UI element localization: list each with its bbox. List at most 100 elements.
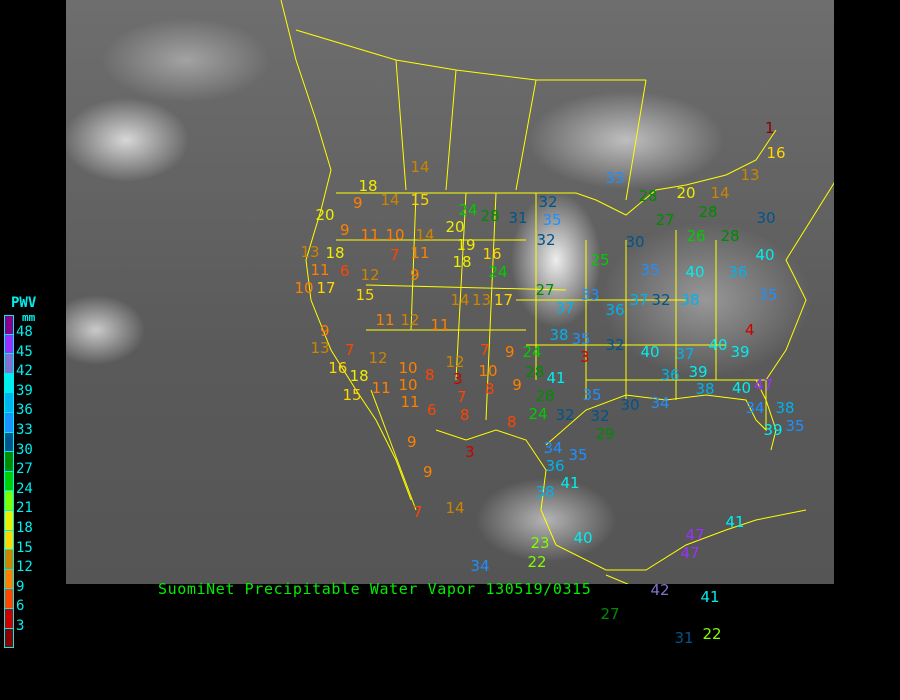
station-pwv-value: 7 [457, 388, 467, 407]
scale-label: 9 [16, 578, 25, 595]
station-pwv-value: 47 [685, 525, 705, 544]
station-pwv-value: 4 [745, 320, 755, 339]
station-pwv-value: 41 [560, 474, 580, 493]
scale-label: 42 [16, 363, 33, 380]
station-pwv-value: 31 [674, 628, 694, 647]
station-pwv-value: 20 [676, 183, 696, 202]
us-gulf-coast [545, 182, 834, 446]
station-pwv-value: 40 [573, 528, 593, 547]
station-pwv-value: 32 [536, 230, 556, 249]
station-pwv-value: 8 [425, 365, 435, 384]
station-pwv-value: 18 [358, 176, 378, 195]
station-pwv-value: 28 [480, 206, 500, 225]
station-pwv-value: 33 [605, 168, 625, 187]
canada-us-border [336, 129, 777, 216]
station-pwv-value: 41 [700, 587, 720, 606]
station-pwv-value: 9 [505, 342, 515, 361]
central-america [605, 574, 629, 584]
station-pwv-value: 36 [660, 365, 680, 384]
station-pwv-value: 6 [340, 262, 350, 280]
station-pwv-value: 14 [710, 183, 730, 202]
station-pwv-value: 3 [453, 370, 463, 389]
station-pwv-value: 36 [545, 457, 565, 476]
color-swatch [4, 510, 14, 531]
station-pwv-value: 6 [427, 400, 437, 419]
station-pwv-value: 40 [708, 335, 728, 354]
station-pwv-value: 38 [680, 290, 700, 309]
color-swatch [4, 354, 14, 374]
station-pwv-value: 13 [472, 290, 492, 309]
scale-label: 39 [16, 382, 33, 399]
color-swatch [4, 315, 14, 335]
station-pwv-value: 12 [445, 353, 465, 371]
legend-unit: mm [22, 311, 36, 324]
station-pwv-value: 9 [340, 220, 350, 239]
station-pwv-value: 28 [698, 202, 718, 221]
color-swatch [4, 530, 14, 551]
station-pwv-value: 29 [595, 424, 615, 443]
color-swatch [4, 550, 14, 570]
station-pwv-value: 11 [360, 225, 380, 244]
station-pwv-value: 11 [375, 310, 395, 329]
station-pwv-value: 11 [430, 315, 450, 334]
station-pwv-value: 37 [675, 344, 695, 363]
station-pwv-value: 35 [785, 417, 805, 435]
station-pwv-value: 11 [400, 392, 420, 411]
station-pwv-value: 9 [512, 375, 522, 394]
station-pwv-value: 24 [458, 201, 478, 220]
station-pwv-value: 15 [342, 385, 362, 404]
station-pwv-value: 35 [640, 260, 660, 279]
product-title: SuomiNet Precipitable Water Vapor 130519… [158, 580, 592, 598]
station-pwv-value: 20 [445, 218, 465, 237]
legend-title: PWV [11, 295, 37, 311]
station-pwv-value: 15 [410, 190, 430, 209]
station-pwv-value: 7 [390, 245, 400, 264]
florida [755, 379, 777, 451]
station-pwv-value: 30 [620, 395, 640, 414]
station-pwv-value: 20 [315, 205, 335, 224]
scale-label: 33 [16, 421, 33, 438]
station-pwv-value: 14 [415, 225, 435, 244]
station-pwv-value: 9 [353, 193, 363, 212]
station-pwv-value: 8 [507, 412, 517, 431]
color-swatch [4, 628, 14, 649]
station-pwv-value: 18 [349, 367, 369, 385]
station-pwv-value: 16 [482, 244, 502, 263]
station-pwv-value: 38 [775, 399, 795, 417]
color-swatch [4, 569, 14, 590]
station-pwv-value: 31 [508, 208, 528, 227]
station-pwv-value: 40 [685, 262, 705, 281]
scale-label: 21 [16, 500, 33, 517]
station-pwv-value: 32 [555, 405, 575, 424]
color-swatch [4, 432, 14, 453]
station-pwv-value: 40 [732, 378, 752, 397]
station-pwv-value: 14 [445, 498, 465, 517]
station-pwv-value: 37 [555, 298, 575, 317]
station-pwv-value: 17 [494, 290, 514, 309]
station-pwv-value: 3 [580, 348, 590, 366]
station-pwv-value: 7 [480, 340, 490, 359]
station-pwv-value: 38 [535, 482, 555, 501]
station-pwv-value: 11 [371, 378, 391, 397]
station-pwv-value: 17 [316, 278, 336, 297]
color-scale-bar [4, 315, 14, 649]
station-pwv-value: 32 [538, 192, 558, 211]
station-pwv-value: 35 [758, 285, 778, 304]
station-pwv-value: 10 [478, 361, 498, 380]
station-pwv-value: 38 [549, 325, 569, 344]
station-pwv-value: 13 [740, 165, 760, 184]
station-pwv-value: 9 [407, 432, 417, 451]
station-pwv-value: 38 [695, 379, 715, 398]
canada-provinces [295, 29, 647, 201]
scale-label: 48 [16, 324, 33, 340]
scale-label: 24 [16, 480, 33, 497]
station-pwv-value: 14 [380, 190, 400, 209]
station-pwv-value: 1 [765, 118, 775, 137]
station-pwv-value: 47 [754, 375, 774, 394]
station-pwv-value: 14 [410, 157, 430, 176]
station-pwv-value: 23 [530, 533, 550, 552]
station-pwv-value: 33 [580, 285, 600, 304]
station-pwv-value: 34 [470, 556, 490, 575]
station-pwv-value: 14 [450, 290, 470, 309]
boundary-lines [280, 0, 834, 584]
